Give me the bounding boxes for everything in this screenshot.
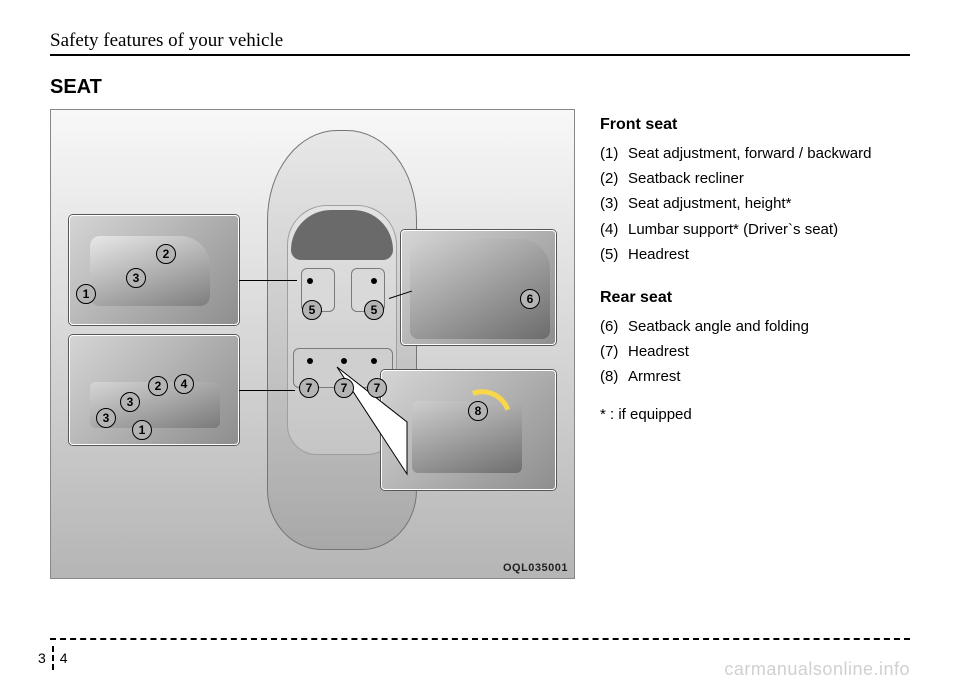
dot: [371, 278, 377, 284]
callout-3: 3: [96, 408, 116, 428]
item-text: Seatback recliner: [628, 167, 910, 190]
callout-1: 1: [132, 420, 152, 440]
callout-4: 4: [174, 374, 194, 394]
item-num: (1): [600, 142, 628, 165]
section-title: SEAT: [50, 76, 910, 99]
item-num: (6): [600, 315, 628, 338]
callout-7: 7: [334, 378, 354, 398]
list-item: (5)Headrest: [600, 243, 910, 266]
item-text: Headrest: [628, 340, 910, 363]
list-item: (7)Headrest: [600, 340, 910, 363]
leader-line: [239, 390, 295, 391]
item-text: Lumbar support* (Driver`s seat): [628, 218, 910, 241]
item-num: (5): [600, 243, 628, 266]
item-num: (8): [600, 365, 628, 388]
item-num: (4): [600, 218, 628, 241]
callout-2: 2: [148, 376, 168, 396]
armrest-shape: [412, 401, 522, 473]
item-text: Seat adjustment, forward / backward: [628, 142, 910, 165]
list-item: (3)Seat adjustment, height*: [600, 192, 910, 215]
callout-6: 6: [520, 289, 540, 309]
text-column: Front seat (1)Seat adjustment, forward /…: [600, 109, 910, 579]
list-item: (4)Lumbar support* (Driver`s seat): [600, 218, 910, 241]
dot: [307, 278, 313, 284]
callout-5: 5: [364, 300, 384, 320]
page-header: Safety features of your vehicle: [50, 30, 910, 56]
item-num: (3): [600, 192, 628, 215]
callout-3: 3: [126, 268, 146, 288]
callout-5: 5: [302, 300, 322, 320]
item-text: Seat adjustment, height*: [628, 192, 910, 215]
callout-2: 2: [156, 244, 176, 264]
item-text: Armrest: [628, 365, 910, 388]
callout-7: 7: [367, 378, 387, 398]
watermark-text: carmanualsonline.info: [724, 659, 910, 680]
page-number: 34: [38, 650, 68, 666]
footer-divider: [50, 638, 910, 640]
front-seat-heading: Front seat: [600, 113, 910, 138]
list-item: (8)Armrest: [600, 365, 910, 388]
callout-1: 1: [76, 284, 96, 304]
item-num: (7): [600, 340, 628, 363]
list-item: (6)Seatback angle and folding: [600, 315, 910, 338]
list-item: (2)Seatback recliner: [600, 167, 910, 190]
inset-power-seat: 3 3 1 2 4: [69, 335, 239, 445]
page-in-chapter: 4: [60, 650, 68, 666]
manual-page: Safety features of your vehicle SEAT 1 3…: [0, 0, 960, 690]
chapter-number: 3: [38, 646, 54, 670]
figure-code: OQL035001: [503, 562, 568, 574]
footnote: * : if equipped: [600, 403, 910, 426]
rear-seat-heading: Rear seat: [600, 286, 910, 311]
leader-line: [239, 280, 297, 281]
seat-diagram-figure: 1 3 2 3 3 1 2 4 6 8: [50, 109, 575, 579]
content-row: 1 3 2 3 3 1 2 4 6 8: [50, 109, 910, 579]
dot: [307, 358, 313, 364]
callout-7: 7: [299, 378, 319, 398]
callout-8: 8: [468, 401, 488, 421]
item-text: Headrest: [628, 243, 910, 266]
list-item: (1)Seat adjustment, forward / backward: [600, 142, 910, 165]
inset-manual-seat: 1 3 2: [69, 215, 239, 325]
seat-side-shape: [90, 236, 210, 306]
item-num: (2): [600, 167, 628, 190]
callout-3: 3: [120, 392, 140, 412]
inset-rear-fold: 6: [401, 230, 556, 345]
item-text: Seatback angle and folding: [628, 315, 910, 338]
